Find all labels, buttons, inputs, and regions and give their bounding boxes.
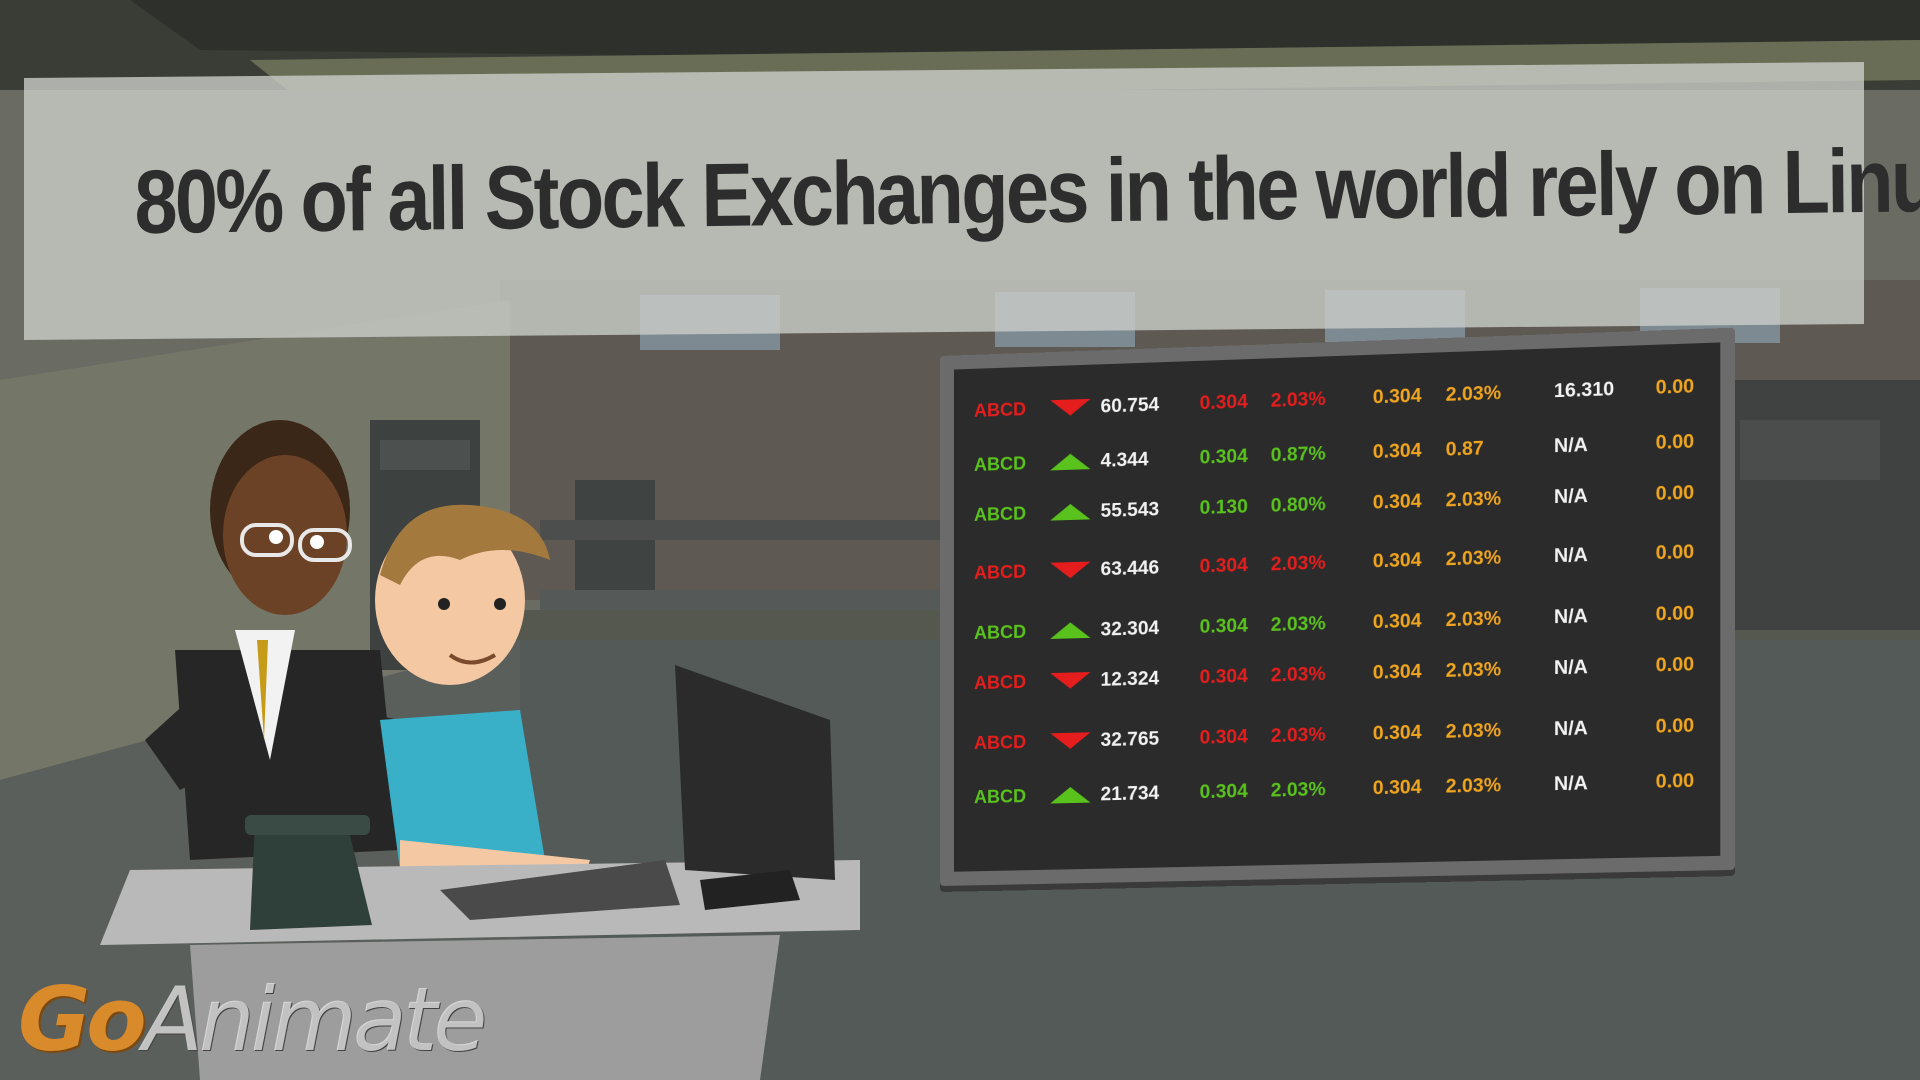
ticker-change: 0.304 — [1199, 391, 1248, 415]
ticker-price: 12.324 — [1100, 668, 1160, 691]
ticker-extra: N/A — [1553, 656, 1588, 680]
up-arrow-icon — [1050, 453, 1091, 471]
ticker-change: 0.304 — [1199, 665, 1248, 689]
ticker-last: 0.00 — [1655, 602, 1695, 626]
ticker-symbol: ABCD — [973, 731, 1027, 754]
ticker-open-pct: 2.03% — [1445, 608, 1502, 632]
ticker-open: 0.304 — [1372, 385, 1422, 409]
title-text: 80% of all Stock Exchanges in the world … — [133, 130, 1920, 254]
ticker-price: 32.765 — [1100, 728, 1160, 752]
ticker-change-pct: 2.03% — [1270, 663, 1326, 687]
ticker-change-pct: 2.03% — [1270, 552, 1326, 576]
ticker-symbol: ABCD — [973, 399, 1027, 421]
ticker-price: 60.754 — [1100, 394, 1160, 418]
ticker-open: 0.304 — [1372, 610, 1422, 634]
ticker-last: 0.00 — [1655, 770, 1695, 793]
ticker-open: 0.304 — [1372, 776, 1422, 800]
ticker-extra: N/A — [1553, 544, 1588, 568]
ticker-change: 0.304 — [1199, 780, 1248, 804]
stock-ticker-board: ABCD 60.754 0.304 2.03% 0.304 2.03% 16.3… — [940, 327, 1735, 886]
ticker-change: 0.304 — [1199, 445, 1248, 469]
ticker-change: 0.130 — [1199, 496, 1248, 520]
ticker-extra: N/A — [1553, 485, 1588, 509]
ticker-price: 4.344 — [1100, 449, 1149, 472]
down-arrow-icon — [1050, 672, 1091, 690]
ticker-change-pct: 2.03% — [1270, 779, 1326, 802]
ticker-last: 0.00 — [1655, 482, 1695, 506]
ticker-last: 0.00 — [1655, 431, 1695, 454]
ticker-extra: N/A — [1553, 605, 1588, 629]
ticker-open-pct: 2.03% — [1445, 720, 1502, 743]
ticker-change-pct: 2.03% — [1270, 388, 1326, 412]
ticker-symbol: ABCD — [973, 621, 1027, 644]
ticker-open: 0.304 — [1372, 722, 1422, 745]
ticker-change: 0.304 — [1199, 554, 1248, 578]
ticker-change: 0.304 — [1199, 726, 1248, 749]
ticker-symbol: ABCD — [973, 786, 1027, 808]
ticker-open-pct: 2.03% — [1445, 659, 1502, 682]
down-arrow-icon — [1050, 398, 1091, 417]
ticker-open-pct: 2.03% — [1445, 382, 1502, 406]
goanimate-logo: GoAnimate — [18, 968, 488, 1071]
ticker-symbol: ABCD — [973, 453, 1027, 475]
ticker-change-pct: 0.87% — [1270, 443, 1326, 467]
ticker-last: 0.00 — [1655, 376, 1695, 399]
ticker-symbol: ABCD — [973, 503, 1027, 525]
down-arrow-icon — [1050, 561, 1091, 579]
ticker-open: 0.304 — [1372, 661, 1422, 684]
ticker-change-pct: 2.03% — [1270, 613, 1326, 636]
ticker-open: 0.304 — [1372, 440, 1422, 464]
up-arrow-icon — [1050, 503, 1091, 521]
ticker-price: 63.446 — [1100, 557, 1160, 581]
ticker-price: 21.734 — [1100, 782, 1160, 806]
ticker-open-pct: 2.03% — [1445, 775, 1502, 798]
ticker-change-pct: 0.80% — [1270, 493, 1326, 517]
ticker-change: 0.304 — [1199, 615, 1248, 638]
ticker-extra: N/A — [1553, 773, 1588, 796]
logo-go: Go — [18, 968, 147, 1071]
ticker-symbol: ABCD — [973, 671, 1027, 694]
ticker-open-pct: 2.03% — [1445, 547, 1502, 571]
ticker-last: 0.00 — [1655, 541, 1695, 565]
ticker-price: 55.543 — [1100, 499, 1160, 523]
ticker-extra: N/A — [1553, 718, 1588, 741]
ticker-symbol: ABCD — [973, 561, 1027, 584]
up-arrow-icon — [1050, 621, 1091, 639]
up-arrow-icon — [1050, 786, 1091, 804]
ticker-extra: 16.310 — [1553, 378, 1615, 403]
ticker-open-pct: 2.03% — [1445, 488, 1502, 512]
down-arrow-icon — [1050, 732, 1091, 750]
ticker-last: 0.00 — [1655, 654, 1695, 677]
manager-character — [145, 420, 400, 860]
ticker-price: 32.304 — [1100, 617, 1160, 641]
ticker-open: 0.304 — [1372, 490, 1422, 514]
ticker-extra: N/A — [1553, 434, 1588, 458]
ticker-open: 0.304 — [1372, 549, 1422, 573]
ticker-change-pct: 2.03% — [1270, 724, 1326, 748]
logo-animate: Animate — [142, 968, 488, 1071]
ticker-last: 0.00 — [1655, 715, 1695, 738]
ticker-open-pct: 0.87 — [1445, 438, 1484, 461]
